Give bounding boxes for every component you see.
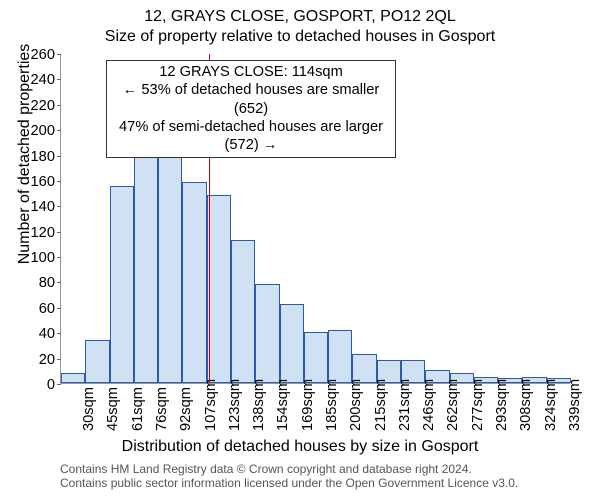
plot-area: 020406080100120140160180200220240260 30s… xyxy=(60,54,570,384)
x-tick-label: 293sqm xyxy=(494,383,510,431)
x-tick-label: 76sqm xyxy=(154,383,170,431)
x-tick-label: 30sqm xyxy=(81,383,97,431)
histogram-bar xyxy=(182,182,206,383)
annotation-line3: 47% of semi-detached houses are larger (… xyxy=(113,118,389,155)
y-tick-label: 200 xyxy=(31,123,61,139)
histogram-bar xyxy=(61,373,85,383)
chart-title-address: 12, GRAYS CLOSE, GOSPORT, PO12 2QL xyxy=(0,8,600,26)
histogram-bar xyxy=(158,152,182,383)
annotation-line2: ← 53% of detached houses are smaller (65… xyxy=(113,81,389,118)
x-tick-label: 107sqm xyxy=(203,383,219,431)
y-tick-label: 240 xyxy=(31,72,61,88)
attribution-line2: Contains public sector information licen… xyxy=(60,476,518,490)
y-tick-label: 60 xyxy=(39,301,61,317)
histogram-bar xyxy=(110,186,134,383)
y-tick-label: 40 xyxy=(39,326,61,342)
y-tick-label: 180 xyxy=(31,149,61,165)
x-tick-label: 61sqm xyxy=(130,383,146,431)
y-tick-label: 140 xyxy=(31,199,61,215)
x-axis-label: Distribution of detached houses by size … xyxy=(0,438,600,456)
histogram-bar xyxy=(85,340,109,383)
x-tick-label: 123sqm xyxy=(227,383,243,431)
x-tick-label: 215sqm xyxy=(373,383,389,431)
x-tick-label: 200sqm xyxy=(348,383,364,431)
histogram-chart: { "title_line1": "12, GRAYS CLOSE, GOSPO… xyxy=(0,0,600,500)
x-tick-label: 308sqm xyxy=(518,383,534,431)
histogram-bar xyxy=(280,304,304,383)
chart-title-subtitle: Size of property relative to detached ho… xyxy=(0,28,600,46)
x-tick-label: 92sqm xyxy=(178,383,194,431)
x-tick-label: 169sqm xyxy=(300,383,316,431)
y-tick-label: 260 xyxy=(31,47,61,63)
attribution-line1: Contains HM Land Registry data © Crown c… xyxy=(60,462,518,476)
y-tick-label: 160 xyxy=(31,174,61,190)
y-tick-label: 220 xyxy=(31,98,61,114)
y-tick-label: 120 xyxy=(31,225,61,241)
histogram-bar xyxy=(207,195,231,383)
x-tick-label: 154sqm xyxy=(275,383,291,431)
y-tick-label: 20 xyxy=(39,352,61,368)
histogram-bar xyxy=(255,284,279,383)
histogram-bar xyxy=(328,330,352,383)
y-tick-label: 0 xyxy=(47,377,61,393)
annotation-box: 12 GRAYS CLOSE: 114sqm ← 53% of detached… xyxy=(106,60,396,158)
x-tick-label: 246sqm xyxy=(421,383,437,431)
x-tick-label: 324sqm xyxy=(543,383,559,431)
annotation-line1: 12 GRAYS CLOSE: 114sqm xyxy=(113,63,389,81)
x-tick-label: 138sqm xyxy=(251,383,267,431)
histogram-bar xyxy=(231,240,255,383)
histogram-bar xyxy=(304,332,328,383)
y-tick-label: 100 xyxy=(31,250,61,266)
x-tick-label: 339sqm xyxy=(567,383,583,431)
x-tick-label: 231sqm xyxy=(397,383,413,431)
y-tick-label: 80 xyxy=(39,275,61,291)
attribution: Contains HM Land Registry data © Crown c… xyxy=(60,462,518,490)
x-tick-label: 277sqm xyxy=(470,383,486,431)
x-tick-label: 262sqm xyxy=(445,383,461,431)
x-tick-label: 45sqm xyxy=(105,383,121,431)
x-tick-label: 185sqm xyxy=(324,383,340,431)
